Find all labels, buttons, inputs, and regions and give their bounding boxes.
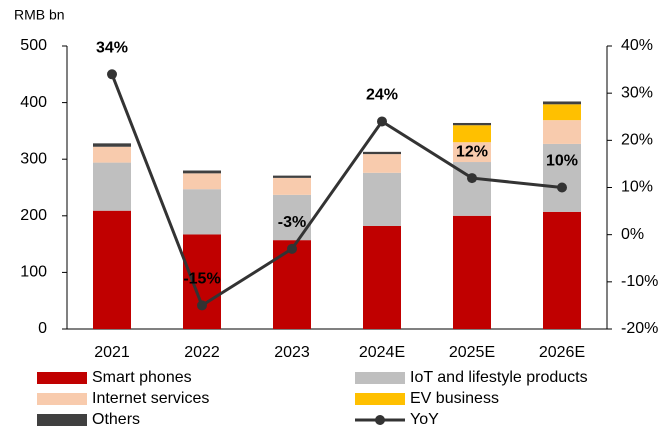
bar-segment xyxy=(453,125,491,143)
bar-segment xyxy=(273,175,311,178)
data-label: -15% xyxy=(183,271,220,288)
line-point xyxy=(107,69,117,80)
y2-tick-label: 40% xyxy=(621,37,653,54)
bar-segment xyxy=(453,215,491,329)
legend-label: Others xyxy=(92,411,140,428)
legend-label: Smart phones xyxy=(92,369,192,386)
bar-segment xyxy=(183,189,221,235)
y-tick-label: 200 xyxy=(20,207,47,224)
y2-tick-label: 20% xyxy=(621,132,653,149)
data-label: 34% xyxy=(96,40,128,57)
bar-segment xyxy=(363,154,401,173)
y-tick-label: 0 xyxy=(38,320,47,337)
bar-segment xyxy=(273,177,311,195)
y2-tick-label: 10% xyxy=(621,179,653,196)
bar-segment xyxy=(363,225,401,329)
line-point xyxy=(287,243,297,254)
y2-tick-label: -20% xyxy=(621,320,658,337)
x-tick-label: 2024E xyxy=(359,344,405,361)
y2-tick-label: 30% xyxy=(621,84,653,101)
legend-label: Internet services xyxy=(92,390,209,407)
y2-tick-label: -10% xyxy=(621,273,658,290)
y-tick-label: 100 xyxy=(20,264,47,281)
bar-segment xyxy=(453,142,491,163)
y-tick-label: 500 xyxy=(20,37,47,54)
line-point xyxy=(197,300,207,311)
bar-segment xyxy=(543,104,581,121)
x-tick-label: 2021 xyxy=(94,344,130,361)
bar-segment xyxy=(543,211,581,329)
line xyxy=(110,73,563,308)
bar-segment xyxy=(363,172,401,226)
legend-swatch xyxy=(355,372,405,384)
y-tick-label: 300 xyxy=(20,150,47,167)
bar-segment xyxy=(93,162,131,211)
legend-swatch xyxy=(37,393,87,405)
x-tick-label: 2023 xyxy=(274,344,310,361)
bar-segment xyxy=(93,143,131,147)
y-axis-title: RMB bn xyxy=(14,7,65,23)
y-tick-label: 400 xyxy=(20,94,47,111)
legend-label: IoT and lifestyle products xyxy=(410,369,588,386)
legend-swatch xyxy=(355,393,405,405)
line-point xyxy=(377,116,387,127)
bar-segment xyxy=(543,101,581,105)
line-point xyxy=(467,173,477,184)
legend-label: YoY xyxy=(410,411,439,428)
legend-swatch xyxy=(37,414,87,426)
bar-segment xyxy=(183,173,221,190)
bar-segment xyxy=(543,120,581,144)
bar-segment xyxy=(363,151,401,155)
x-tick-label: 2025E xyxy=(449,344,495,361)
bar-segment xyxy=(183,170,221,174)
legend-label: EV business xyxy=(410,390,499,407)
bar-segment xyxy=(543,143,581,212)
data-label: 10% xyxy=(546,153,578,170)
bar-segment xyxy=(453,122,491,126)
bar-segment xyxy=(273,240,311,329)
data-label: 24% xyxy=(366,87,398,104)
data-label: 12% xyxy=(456,143,488,160)
x-tick-label: 2022 xyxy=(184,344,220,361)
bar-segment xyxy=(93,146,131,163)
bar-segment xyxy=(93,210,131,329)
legend-swatch xyxy=(37,372,87,384)
x-tick-label: 2026E xyxy=(539,344,585,361)
bar-segment xyxy=(183,234,221,329)
legend-swatch-point xyxy=(375,415,385,425)
y2-tick-label: 0% xyxy=(621,226,644,243)
data-label: -3% xyxy=(278,214,306,231)
line-point xyxy=(557,182,567,193)
